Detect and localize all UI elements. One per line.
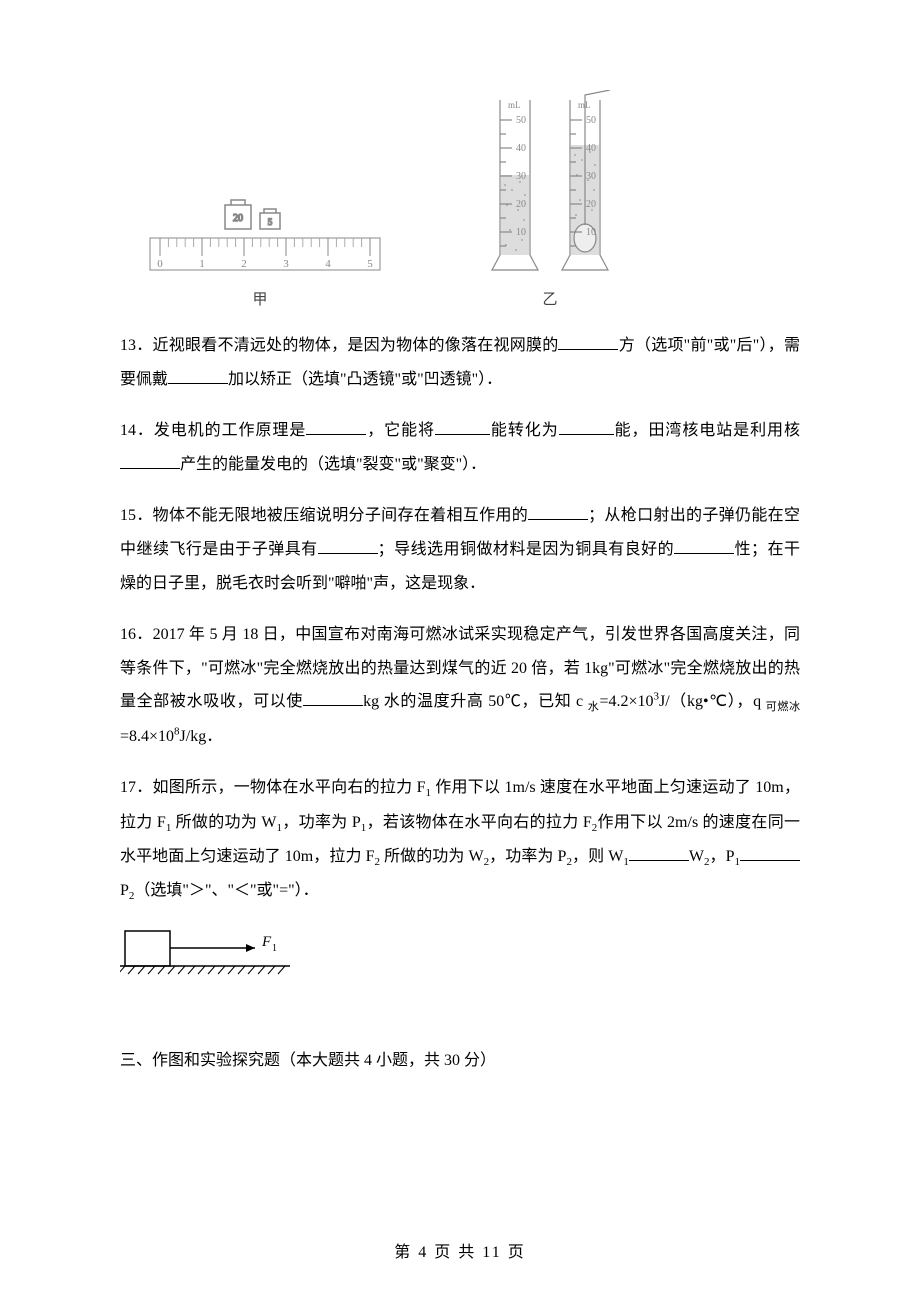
figure-row: 20 5 [120, 90, 800, 309]
question-14: 14．发电机的工作原理是 ，它能将 能转化为 能，田湾核电站是利用核产生的能量发电的（… [120, 414, 800, 481]
q17-diagram: F 1 [120, 926, 800, 986]
q17-blank-2 [740, 845, 800, 861]
svg-text:F: F [261, 934, 272, 950]
cylinders-svg: 50 40 30 20 10 mL [470, 90, 630, 280]
q16-sub-water: 水 [588, 702, 600, 714]
figure-label-jia: 甲 [252, 288, 267, 309]
svg-text:30: 30 [586, 171, 596, 182]
q14-text-2: ，它能将 [366, 422, 435, 439]
figure-jia: 20 5 [130, 160, 390, 309]
svg-text:40: 40 [586, 143, 596, 154]
svg-text:mL: mL [578, 100, 591, 110]
question-16: 16．2017 年 5 月 18 日，中国宣布对南海可燃冰试采实现稳定产气，引发… [120, 618, 800, 753]
question-13: 13．近视眼看不清远处的物体，是因为物体的像落在视网膜的方（选项"前"或"后"）… [120, 329, 800, 396]
svg-text:3: 3 [283, 258, 289, 270]
q17-blank-1 [629, 845, 689, 861]
svg-text:5: 5 [268, 217, 273, 227]
q13-text-1: 13．近视眼看不清远处的物体，是因为物体的像落在视网膜的 [120, 337, 558, 354]
svg-text:2: 2 [241, 258, 247, 270]
q14-blank-1 [306, 419, 366, 435]
svg-text:30: 30 [516, 171, 526, 182]
svg-text:10: 10 [586, 227, 596, 238]
svg-text:20: 20 [516, 199, 526, 210]
figure-yi: 50 40 30 20 10 mL [470, 90, 630, 309]
svg-text:10: 10 [516, 227, 526, 238]
q16-eq3: =8.4×10 [120, 728, 174, 745]
q15-text-1: 15．物体不能无限地被压缩说明分子间存在着相互作用的 [120, 507, 528, 524]
figure-label-yi: 乙 [542, 288, 557, 309]
q13-blank-2 [168, 368, 228, 384]
q16-eq1: =4.2×10 [599, 693, 653, 710]
q15-blank-1 [528, 504, 588, 520]
svg-text:20: 20 [233, 213, 243, 224]
q14-text-3: 能转化为 [490, 422, 559, 439]
q14-blank-4 [120, 453, 180, 469]
svg-text:50: 50 [586, 115, 596, 126]
q13-text-3: 加以矫正（选填"凸透镜"或"凹透镜"）． [228, 371, 502, 388]
page-footer: 第 4 页 共 11 页 [0, 1238, 920, 1262]
svg-text:4: 4 [325, 258, 331, 270]
q16-eq2: J/（kg•℃），q [659, 693, 766, 710]
question-17: 17．如图所示，一物体在水平向右的拉力 F1 作用下以 1m/s 速度在水平地面… [120, 771, 800, 908]
q15-text-3: ；导线选用铜做材料是因为铜具有良好的 [378, 541, 674, 558]
svg-text:mL: mL [508, 100, 521, 110]
svg-text:40: 40 [516, 143, 526, 154]
q14-text-4: 能，田湾核电站是利用核 [614, 422, 800, 439]
q17-t1: 17．如图所示，一物体在水平向右的拉力 F [120, 779, 426, 796]
q14-text-1: 14．发电机的工作原理是 [120, 422, 306, 439]
q14-text-5: 产生的能量发电的（选填"裂变"或"聚变"）． [180, 456, 486, 473]
ruler-weights-svg: 20 5 [130, 160, 390, 280]
svg-text:50: 50 [516, 115, 526, 126]
svg-text:5: 5 [367, 258, 373, 270]
q16-eq4: J/kg． [180, 728, 223, 745]
q13-blank-1 [558, 334, 618, 350]
q15-blank-2 [318, 538, 378, 554]
q16-text-2: kg 水的温度升高 50℃，已知 c [363, 693, 588, 710]
svg-text:0: 0 [157, 258, 163, 270]
q16-sub-ice: 可燃冰 [766, 702, 800, 714]
svg-text:1: 1 [272, 943, 277, 954]
q15-blank-3 [674, 538, 734, 554]
svg-text:20: 20 [586, 199, 596, 210]
q14-blank-3 [559, 419, 614, 435]
section-3-title: 三、作图和实验探究题（本大题共 4 小题，共 30 分） [120, 1046, 800, 1070]
q14-blank-2 [435, 419, 490, 435]
q16-blank-1 [303, 690, 363, 706]
svg-text:1: 1 [199, 258, 205, 270]
question-15: 15．物体不能无限地被压缩说明分子间存在着相互作用的；从枪口射出的子弹仍能在空中… [120, 499, 800, 600]
